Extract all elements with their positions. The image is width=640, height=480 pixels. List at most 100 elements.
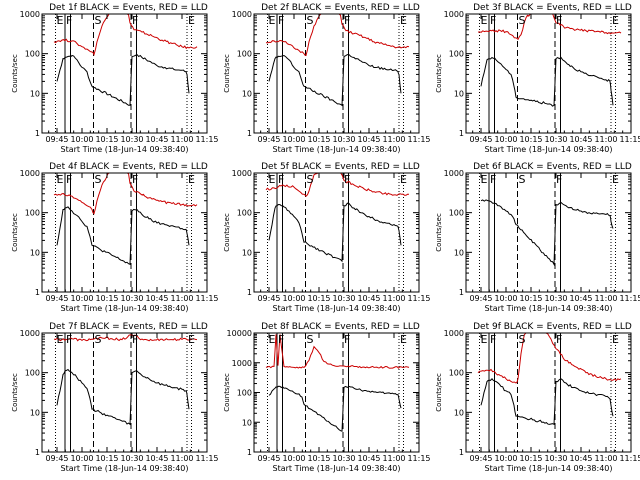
series-line-lld (265, 173, 409, 197)
y-axis-label: Counts/sec (435, 54, 443, 93)
x-tick-label: 09:45 (257, 294, 280, 303)
marker-label: E (400, 14, 407, 27)
y-axis-label: Counts/sec (435, 213, 443, 252)
marker-label: F (490, 14, 496, 27)
y-tick-label: 1000 (232, 359, 252, 368)
y-tick-label: 1 (247, 288, 252, 297)
x-tick-label: 11:00 (382, 454, 405, 463)
marker-label: F (66, 333, 72, 346)
x-tick-label: 11:15 (407, 454, 430, 463)
x-tick-label: 11:15 (407, 135, 430, 144)
x-tick-label: 11:15 (619, 294, 640, 303)
marker-label: E (612, 14, 619, 27)
plot-area (265, 173, 409, 292)
y-tick-label: 1000 (20, 329, 40, 338)
y-axis-label: Counts/sec (435, 373, 443, 412)
x-tick-label: 11:00 (170, 294, 193, 303)
y-tick-label: 1 (35, 129, 40, 138)
x-tick-label: 11:00 (382, 135, 405, 144)
plot-area (53, 173, 198, 292)
marker-label: E (269, 173, 276, 186)
x-axis-label: Start Time (18-Jun-14 09:38:40) (485, 304, 613, 313)
plot-area (477, 333, 622, 452)
y-axis-label: Counts/sec (223, 373, 231, 412)
x-tick-label: 10:45 (145, 135, 168, 144)
x-tick-label: 10:15 (307, 135, 330, 144)
x-tick-label: 10:45 (357, 454, 380, 463)
y-tick-label: 10 (242, 418, 252, 427)
series-line-events (268, 54, 402, 107)
chart-title: Det 2f BLACK = Events, RED = LLD (261, 3, 420, 13)
x-tick-label: 10:15 (307, 454, 330, 463)
chart-title: Det 1f BLACK = Events, RED = LLD (49, 3, 208, 13)
x-tick-label: 09:45 (469, 454, 492, 463)
marker-label: F (132, 173, 138, 186)
plot-area (53, 333, 198, 452)
x-axis-label: Start Time (18-Jun-14 09:38:40) (61, 145, 189, 154)
plot-area (265, 333, 410, 452)
marker-label: F (132, 333, 138, 346)
x-tick-label: 10:00 (494, 454, 517, 463)
y-tick-label: 1000 (444, 10, 464, 19)
marker-label: E (269, 14, 276, 27)
marker-label: E (400, 173, 407, 186)
x-tick-label: 10:15 (519, 454, 542, 463)
axes-frame (465, 172, 632, 293)
x-tick-label: 10:00 (494, 294, 517, 303)
y-tick-label: 1000 (232, 169, 252, 178)
marker-label: S (95, 173, 102, 186)
axes-frame (253, 13, 420, 134)
marker-label: E (481, 333, 488, 346)
x-axis-label: Start Time (18-Jun-14 09:38:40) (273, 304, 401, 313)
marker-label: F (344, 14, 350, 27)
x-tick-label: 09:45 (257, 135, 280, 144)
x-axis-label: Start Time (18-Jun-14 09:38:40) (485, 145, 613, 154)
y-tick-label: 100 (449, 209, 464, 218)
x-tick-label: 09:45 (45, 454, 68, 463)
series-line-lld (53, 334, 198, 342)
y-tick-label: 100 (237, 209, 252, 218)
x-tick-label: 11:00 (594, 135, 617, 144)
marker-label: E (481, 173, 488, 186)
marker-label: S (519, 14, 526, 27)
y-tick-label: 1000 (20, 10, 40, 19)
x-tick-label: 10:30 (332, 135, 355, 144)
series-line-events (56, 53, 190, 106)
y-tick-label: 1000 (232, 10, 252, 19)
x-tick-label: 11:00 (594, 454, 617, 463)
marker-label: S (307, 173, 314, 186)
series-line-lld (53, 14, 198, 57)
x-tick-label: 10:00 (70, 135, 93, 144)
marker-label: S (307, 333, 314, 346)
y-tick-label: 100 (25, 209, 40, 218)
y-tick-label: 100 (449, 369, 464, 378)
marker-label: E (57, 333, 64, 346)
x-axis-label: Start Time (18-Jun-14 09:38:40) (61, 304, 189, 313)
y-tick-label: 10 (30, 89, 40, 98)
chart-title: Det 6f BLACK = Events, RED = LLD (473, 162, 632, 172)
marker-label: F (344, 333, 350, 346)
plot-area (265, 14, 410, 133)
plot-area (477, 14, 622, 133)
series-line-events (56, 368, 190, 426)
y-tick-label: 10 (30, 248, 40, 257)
x-tick-label: 10:15 (519, 294, 542, 303)
series-line-events (56, 206, 190, 266)
marker-label: F (66, 14, 72, 27)
series-line-lld (53, 173, 198, 215)
x-tick-label: 10:15 (95, 135, 118, 144)
y-axis-label: Counts/sec (223, 54, 231, 93)
x-tick-label: 11:15 (195, 135, 218, 144)
series-line-events (480, 199, 614, 267)
marker-label: E (188, 333, 195, 346)
y-axis-label: Counts/sec (11, 373, 19, 412)
plot-area (479, 173, 616, 292)
marker-label: F (278, 333, 284, 346)
x-tick-label: 10:00 (70, 454, 93, 463)
